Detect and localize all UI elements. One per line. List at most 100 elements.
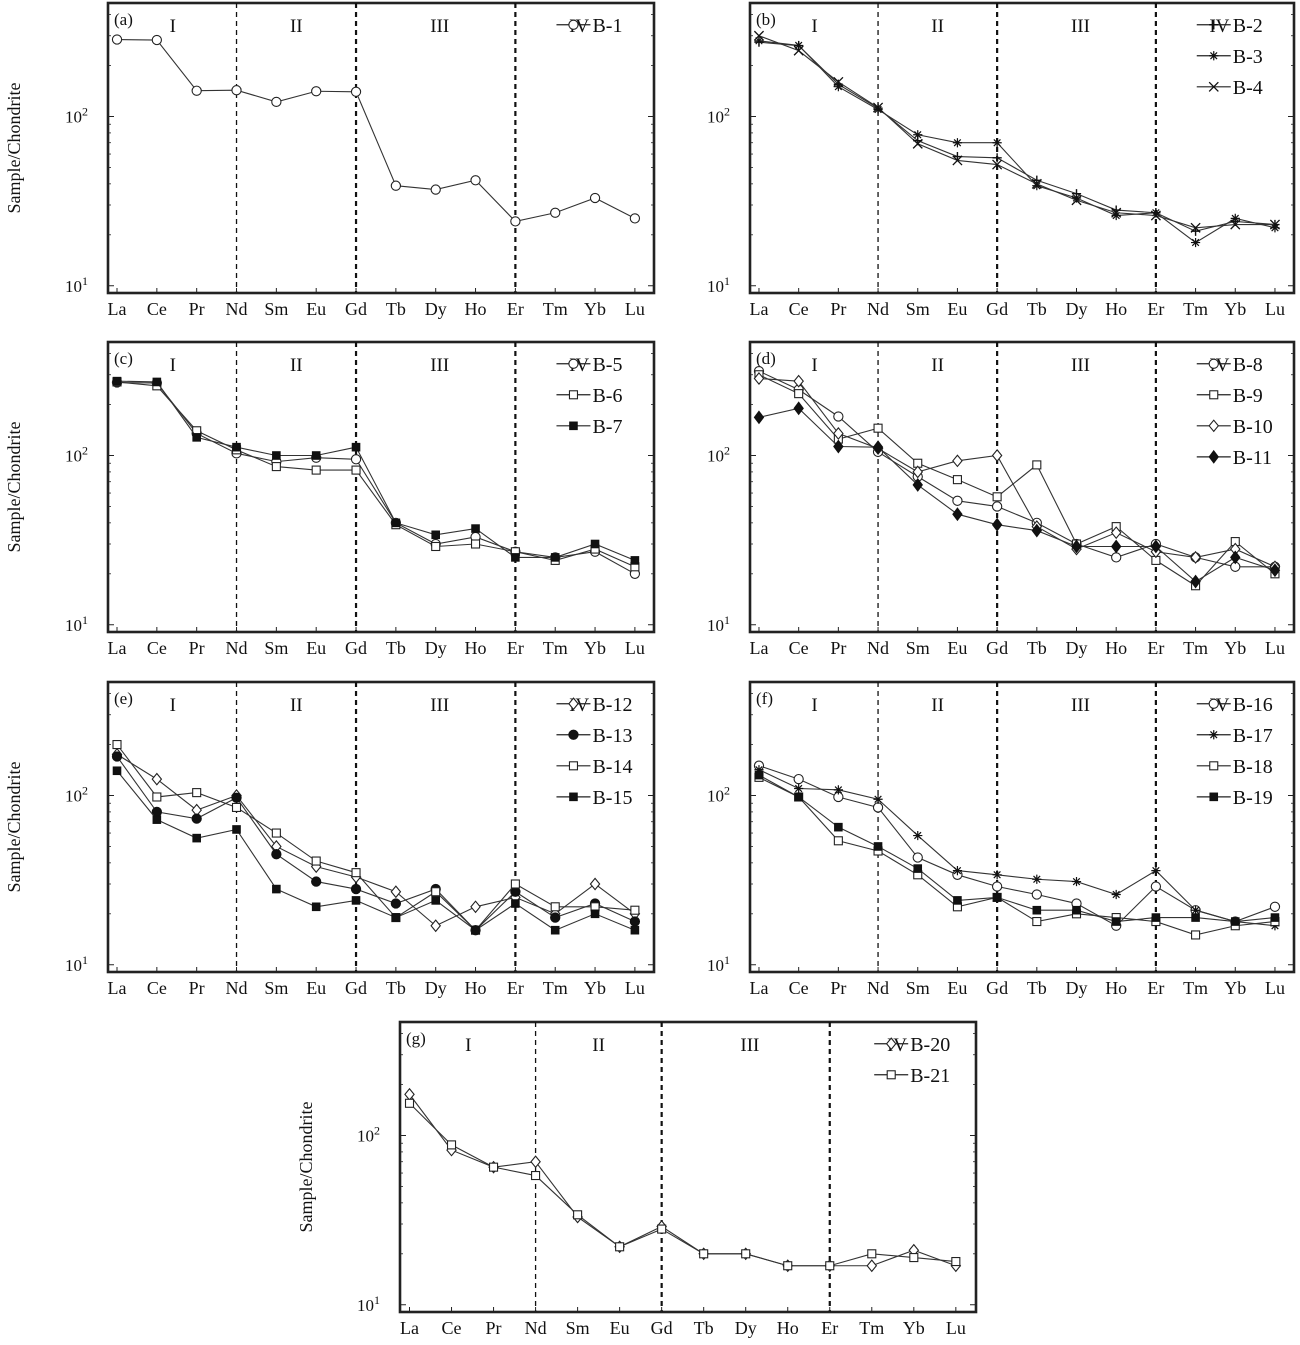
panel-e-xtick-label: Nd xyxy=(226,978,248,998)
panel-c-series-line xyxy=(116,381,636,568)
panel-c-marker xyxy=(112,376,122,386)
panel-g-xtick-label: Eu xyxy=(610,1318,630,1338)
panel-g-marker xyxy=(530,1155,541,1169)
panel-d-marker xyxy=(1269,563,1281,578)
panel-e-legend-label: B-14 xyxy=(592,756,632,778)
panel-f-marker xyxy=(873,842,883,851)
panel-b-marker xyxy=(913,130,923,140)
panel-f-xtick-label: Pr xyxy=(830,978,846,998)
panel-b-marker xyxy=(1071,193,1082,203)
panel-c-series-B-7 xyxy=(112,376,640,565)
panel-c: 101 102 La Ce Pr Nd Sm Eu Gd Tb Dy Ho Er Tm Yb Lu Sample… xyxy=(4,340,656,658)
panel-e-series-B-13 xyxy=(111,751,641,936)
panel-d-legend-marker xyxy=(1208,358,1219,369)
panel-e-marker xyxy=(590,909,600,919)
panel-f-xtick-label: Ce xyxy=(789,978,809,998)
panel-f-legend-marker xyxy=(1208,698,1219,709)
panel-e-marker xyxy=(232,825,241,834)
panel-g-region-label: III xyxy=(740,1035,759,1056)
panel-b-region-label: III xyxy=(1071,16,1090,37)
panel-b-marker xyxy=(1111,207,1122,218)
panel-b-xtick-label: Ce xyxy=(789,299,809,319)
panel-d-marker xyxy=(1110,526,1122,540)
panel-f-marker xyxy=(793,773,804,785)
panel-c-marker xyxy=(391,518,401,528)
panel-a-marker xyxy=(151,34,162,46)
panel-d-marker xyxy=(1230,550,1241,565)
panel-e-xtick-label: Eu xyxy=(306,978,326,998)
panel-d-series-line xyxy=(758,407,1276,583)
panel-b-xtick-label: Er xyxy=(1147,299,1164,319)
panel-c-marker xyxy=(630,556,640,565)
panel-e-marker xyxy=(271,828,281,838)
panel-d-legend-label: B-8 xyxy=(1233,354,1263,376)
panel-e-marker xyxy=(231,792,242,803)
panel-d-xtick-label: Ho xyxy=(1105,638,1127,658)
panel-f-marker xyxy=(1071,876,1082,887)
panel-b-marker xyxy=(1230,213,1240,223)
panel-b-marker xyxy=(992,159,1003,170)
panel-b-marker xyxy=(952,138,963,148)
panel-g-marker xyxy=(489,1162,499,1172)
panel-c-xtick-label: Ce xyxy=(147,638,167,658)
panel-b-series-line xyxy=(758,40,1276,244)
panel-e-xtick-label: La xyxy=(108,978,127,998)
panel-f-marker xyxy=(873,794,883,804)
panel-f-marker xyxy=(1191,913,1200,922)
panel-e-xtick-label: Dy xyxy=(425,978,447,998)
panel-g-legend-marker xyxy=(885,1037,897,1051)
panel-f-marker xyxy=(952,865,963,876)
panel-a-frame xyxy=(106,1,656,295)
panel-g-xtick-label: Lu xyxy=(946,1318,966,1338)
panel-b-marker xyxy=(1111,210,1121,221)
panel-e-marker xyxy=(271,849,282,860)
panel-a-xtick-label: Sm xyxy=(264,299,288,319)
panel-d-marker xyxy=(1190,574,1201,589)
panel-c-marker xyxy=(152,377,162,387)
panel-d-series-line xyxy=(758,370,1275,568)
panel-c-marker xyxy=(590,539,600,549)
panel-g-marker xyxy=(531,1170,541,1181)
panel-e-series-line xyxy=(116,753,636,927)
panel-d-marker xyxy=(872,440,884,455)
panel-d-legend-marker xyxy=(1208,419,1220,433)
panel-a-xtick-label: Yb xyxy=(584,299,606,319)
panel-e-series-line xyxy=(116,770,636,931)
panel-e-marker xyxy=(390,898,402,909)
panel-f-xtick-label: Dy xyxy=(1066,978,1088,998)
panel-g-xtick-label: La xyxy=(400,1318,419,1338)
panel-b-xtick-label: Ho xyxy=(1105,299,1127,319)
panel-g-legend-label: B-20 xyxy=(910,1034,950,1056)
panel-f-marker xyxy=(991,881,1003,892)
panel-b-marker xyxy=(1032,181,1042,191)
panel-d-region-label: III xyxy=(1071,355,1090,376)
panel-d-xtick-label: Tb xyxy=(1027,638,1047,658)
panel-f-marker xyxy=(912,852,923,863)
panel-c-marker xyxy=(431,541,441,552)
panel-f-legend-label: B-18 xyxy=(1233,756,1273,778)
panel-d-xtick-label: Pr xyxy=(830,638,846,658)
panel-f-marker xyxy=(754,770,764,780)
panel-b-xtick-label: Gd xyxy=(986,299,1008,319)
panel-b-xtick-label: Tb xyxy=(1027,299,1047,319)
panel-f-marker xyxy=(1150,881,1162,892)
panel-f-marker xyxy=(1072,905,1081,915)
panel-e-legend-label: B-15 xyxy=(592,787,632,809)
panel-c-xtick-label: La xyxy=(108,638,127,658)
panel-c-xtick-label: Tm xyxy=(543,638,568,658)
panel-g: 101 102 La Ce Pr Nd Sm Eu Gd Tb Dy Ho Er Tm Yb Lu Sample… xyxy=(296,1020,978,1338)
panel-b-marker xyxy=(992,138,1002,148)
panel-a-series-B-1 xyxy=(111,34,641,227)
panel-d-marker xyxy=(794,389,804,399)
panel-d-marker xyxy=(992,492,1002,502)
panel-b-ytick-label: 101 xyxy=(707,274,730,296)
panel-f-region-label: I xyxy=(811,695,817,716)
panel-e-xtick-label: Gd xyxy=(345,978,367,998)
panel-e-marker xyxy=(311,876,322,887)
panel-c-xtick-label: Sm xyxy=(264,638,288,658)
panel-a-legend-marker xyxy=(568,19,579,30)
panel-d-marker xyxy=(793,401,804,416)
panel-b-marker xyxy=(754,36,764,46)
panel-b-xtick-label: La xyxy=(749,299,768,319)
